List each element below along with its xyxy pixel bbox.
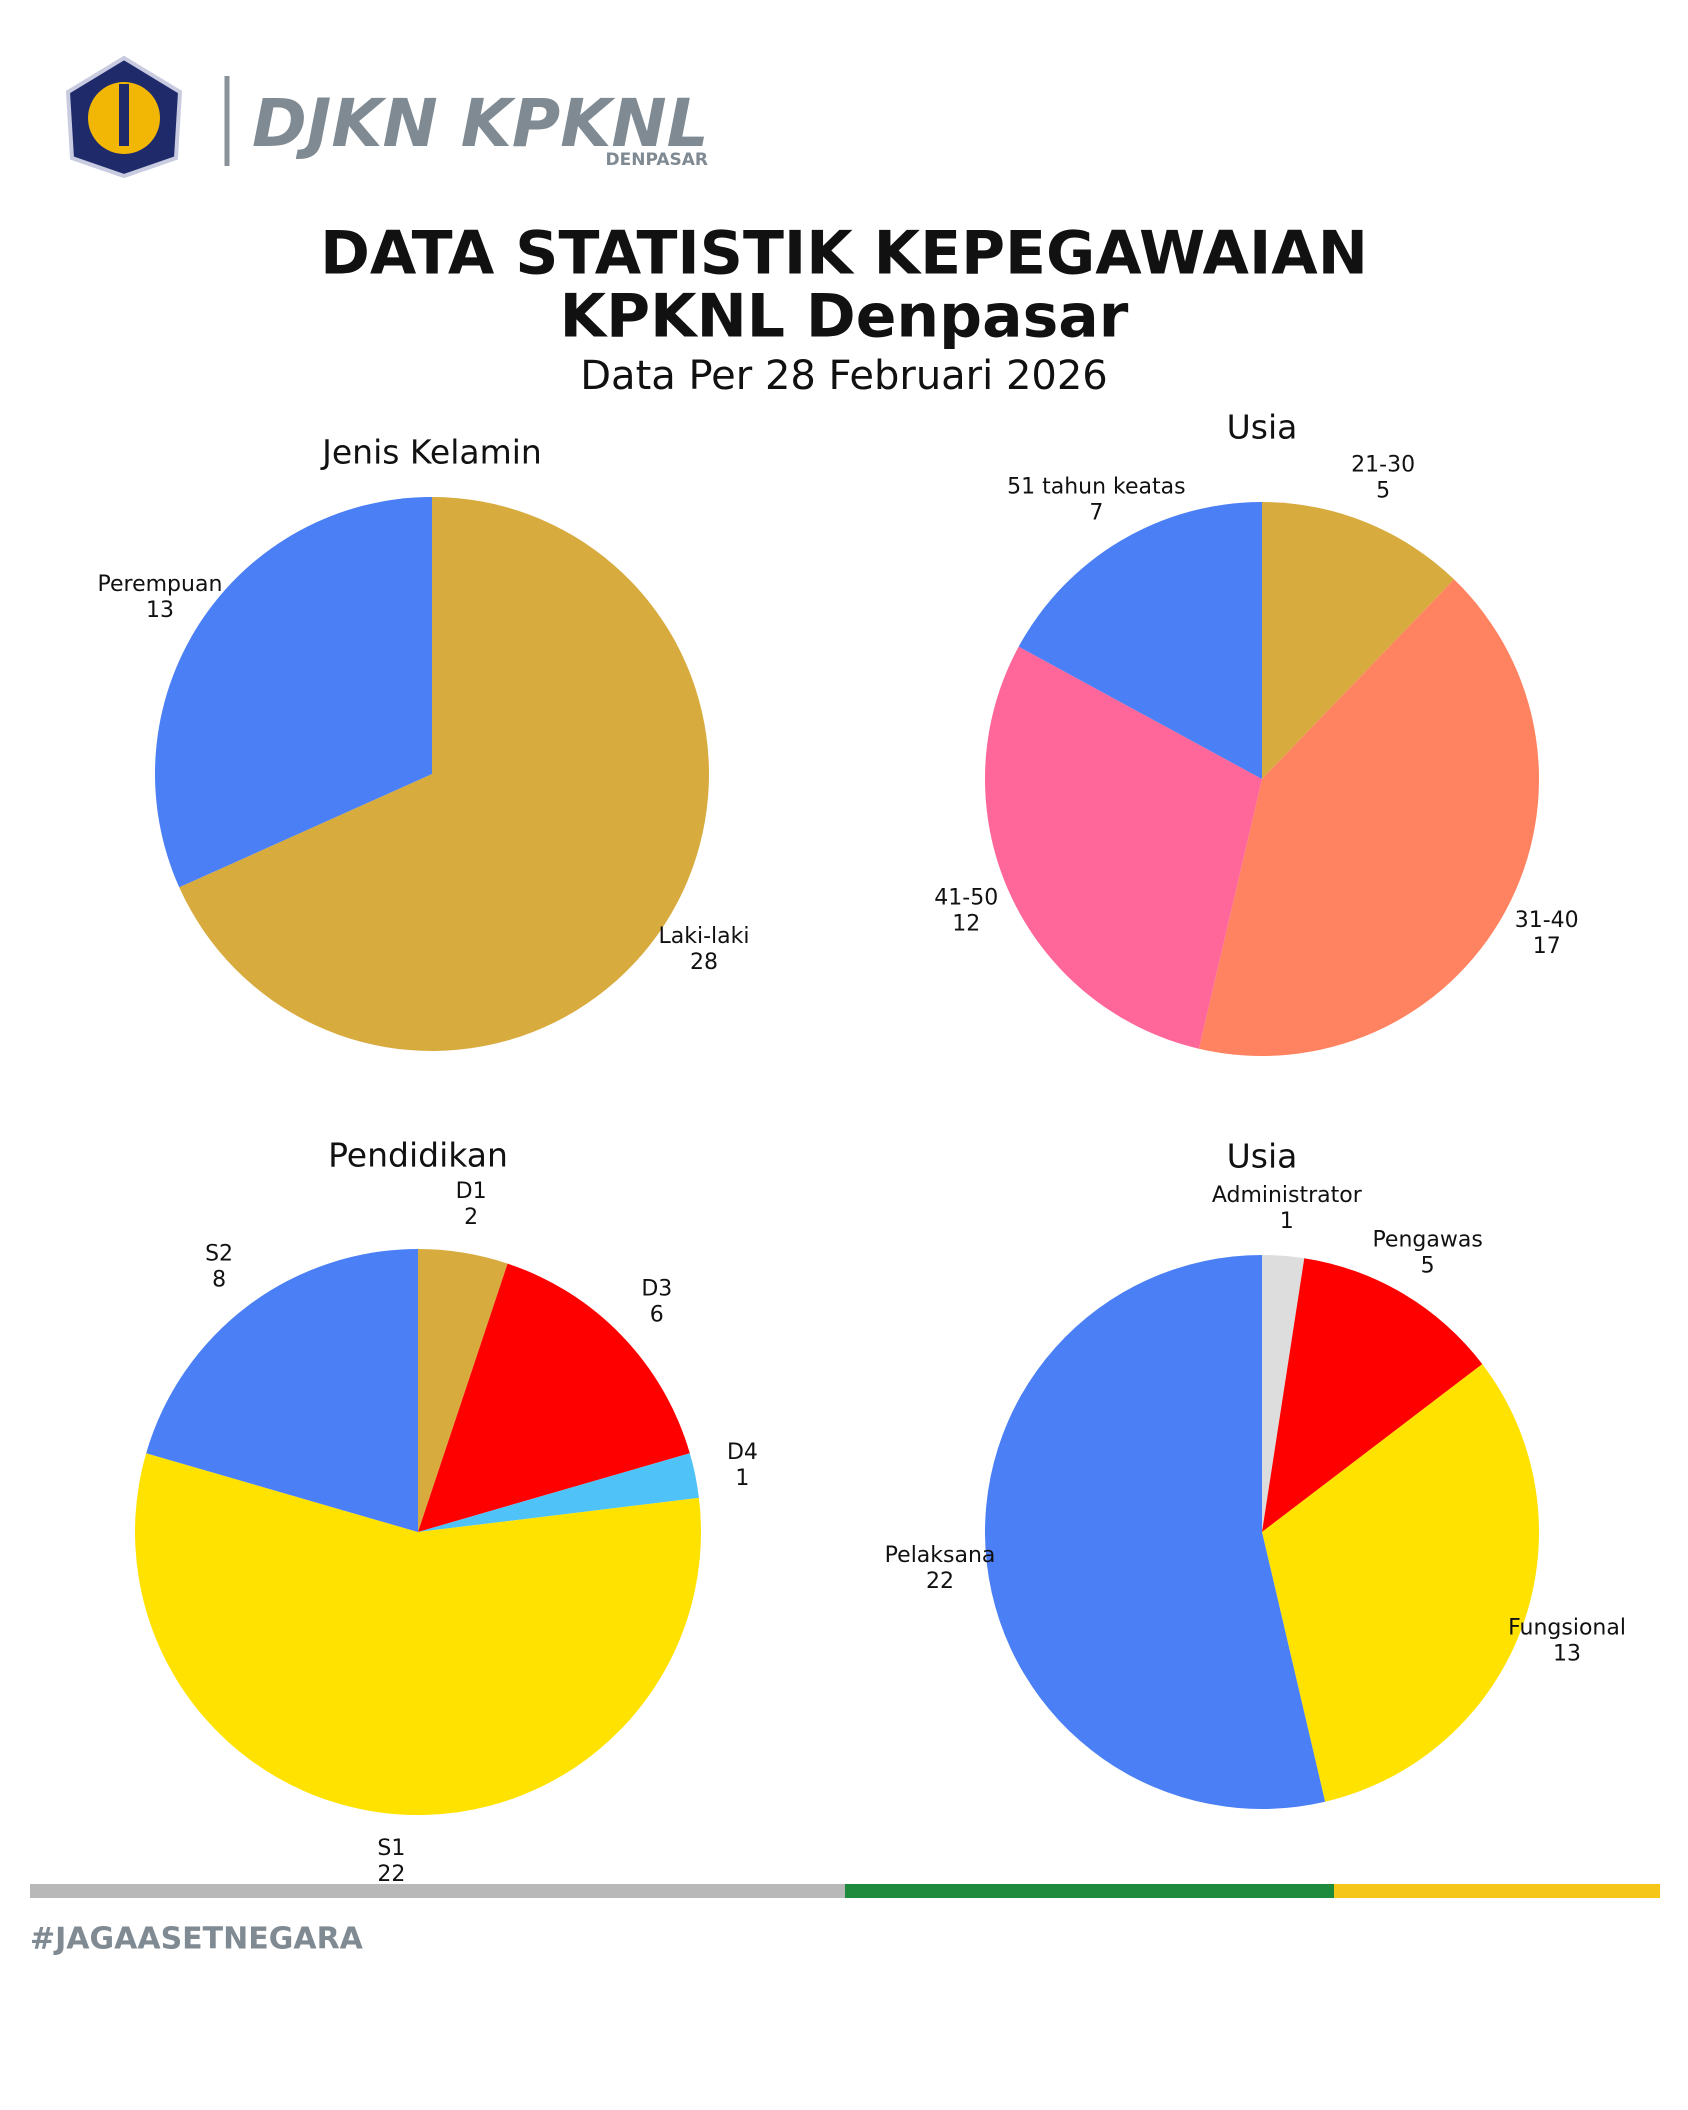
- slice-label: 41-50: [934, 886, 998, 911]
- slice-label: 21-30: [1351, 452, 1415, 477]
- pie-slice: [418, 1453, 699, 1532]
- slice-label: Pelaksana: [885, 1543, 996, 1568]
- title-line: KPKNL Denpasar: [560, 282, 1129, 352]
- slice-label: S1: [377, 1836, 405, 1861]
- pie-slice: [179, 497, 709, 1051]
- footer-bar: [845, 1884, 1334, 1898]
- slice-value: 13: [146, 598, 174, 623]
- pie-slice: [146, 1249, 418, 1532]
- pie-slice: [1018, 502, 1262, 779]
- pie-slice: [418, 1263, 690, 1532]
- slice-value: 17: [1533, 934, 1561, 959]
- pie-slice: [418, 1249, 508, 1532]
- slice-value: 1: [1280, 1209, 1294, 1234]
- slice-label: Laki-laki: [659, 924, 750, 949]
- slice-value: 1: [735, 1466, 749, 1491]
- slice-label: Pengawas: [1372, 1227, 1482, 1252]
- pie-slice: [135, 1453, 701, 1815]
- brand: DJKN KPKNL: [252, 85, 709, 162]
- logo: [65, 55, 183, 179]
- slice-value: 22: [926, 1569, 954, 1594]
- footer-bar: [30, 1884, 845, 1898]
- chart-title: Pendidikan: [328, 1136, 508, 1175]
- slice-label: S2: [205, 1241, 233, 1266]
- subtitle: Data Per 28 Februari 2026: [580, 353, 1108, 399]
- chart-title: Usia: [1227, 408, 1298, 447]
- slice-label: Perempuan: [98, 572, 223, 597]
- slice-value: 6: [650, 1303, 664, 1328]
- slice-label: D1: [456, 1179, 487, 1204]
- slice-label: 51 tahun keatas: [1007, 474, 1185, 499]
- slice-value: 22: [377, 1862, 405, 1887]
- slice-value: 28: [690, 950, 718, 975]
- pie-slice: [155, 497, 433, 888]
- slice-label: Administrator: [1212, 1183, 1363, 1208]
- slice-value: 2: [464, 1205, 478, 1230]
- slice-value: 8: [212, 1267, 226, 1292]
- footer-bar: [1334, 1884, 1660, 1898]
- pie-slice: [984, 1255, 1326, 1809]
- slice-label: Fungsional: [1508, 1616, 1626, 1641]
- slice-label: D4: [727, 1440, 758, 1465]
- chart-title: Jenis Kelamin: [320, 433, 542, 472]
- pie-slice: [1262, 1255, 1305, 1532]
- hashtag: #JAGAASETNEGARA: [30, 1922, 364, 1957]
- pie-slice: [985, 646, 1262, 1049]
- slice-value: 7: [1089, 500, 1103, 525]
- pie-slice: [1198, 579, 1539, 1056]
- slice-value: 5: [1376, 478, 1390, 503]
- brand-sub: DENPASAR: [606, 150, 709, 170]
- slice-value: 5: [1421, 1253, 1435, 1278]
- title-line: DATA STATISTIK KEPEGAWAIAN: [320, 219, 1368, 289]
- slice-value: 12: [952, 912, 980, 937]
- slice-label: D3: [641, 1277, 672, 1302]
- chart-title: Usia: [1227, 1137, 1298, 1176]
- pie-slice: [1262, 502, 1455, 779]
- slice-label: 31-40: [1515, 908, 1579, 933]
- pie-slice: [1262, 1258, 1483, 1532]
- pie-slice: [1262, 1364, 1539, 1802]
- slice-value: 13: [1553, 1642, 1581, 1667]
